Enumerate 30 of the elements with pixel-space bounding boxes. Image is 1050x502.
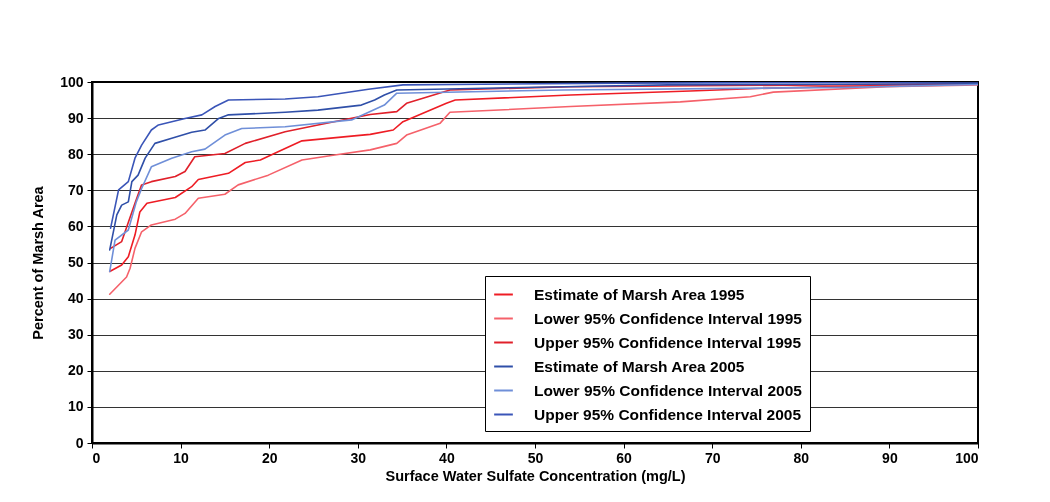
x-tick-label: 40 (439, 449, 455, 466)
y-tick-label: 40 (67, 290, 84, 307)
x-tick-label: 0 (92, 449, 101, 466)
y-tick-label: 90 (67, 109, 84, 126)
y-tick-label: 50 (67, 254, 84, 270)
y-tick-label: 80 (67, 145, 84, 162)
y-tick-label: 20 (67, 362, 84, 379)
y-tick-label: 70 (67, 181, 84, 198)
y-tick-label: 60 (67, 217, 84, 234)
legend-label: Lower 95% Confidence Interval 1995 (534, 309, 803, 327)
legend-label: Upper 95% Confidence Interval 2005 (534, 405, 802, 423)
x-tick-label: 70 (704, 449, 721, 466)
legend-label: Estimate of Marsh Area 2005 (534, 357, 745, 375)
y-tick-label: 100 (60, 73, 84, 90)
x-axis-title: Surface Water Sulfate Concentration (mg/L) (385, 467, 686, 484)
x-tick-label: 90 (882, 449, 898, 466)
legend-label: Upper 95% Confidence Interval 1995 (534, 333, 802, 351)
x-tick-label: 10 (173, 449, 190, 466)
x-tick-label: 50 (527, 449, 544, 466)
x-tick-label: 100 (955, 449, 979, 466)
x-tick-label: 30 (350, 449, 367, 466)
y-axis-title: Percent of Marsh Area (30, 185, 47, 340)
x-tick-label: 20 (261, 449, 278, 466)
y-tick-label: 0 (75, 434, 84, 451)
legend-label: Estimate of Marsh Area 1995 (534, 285, 745, 303)
legend-label: Lower 95% Confidence Interval 2005 (534, 381, 803, 399)
x-tick-label: 60 (616, 449, 633, 466)
y-tick-label: 10 (67, 398, 84, 415)
x-tick-label: 80 (793, 449, 810, 466)
y-tick-label: 30 (67, 326, 84, 343)
